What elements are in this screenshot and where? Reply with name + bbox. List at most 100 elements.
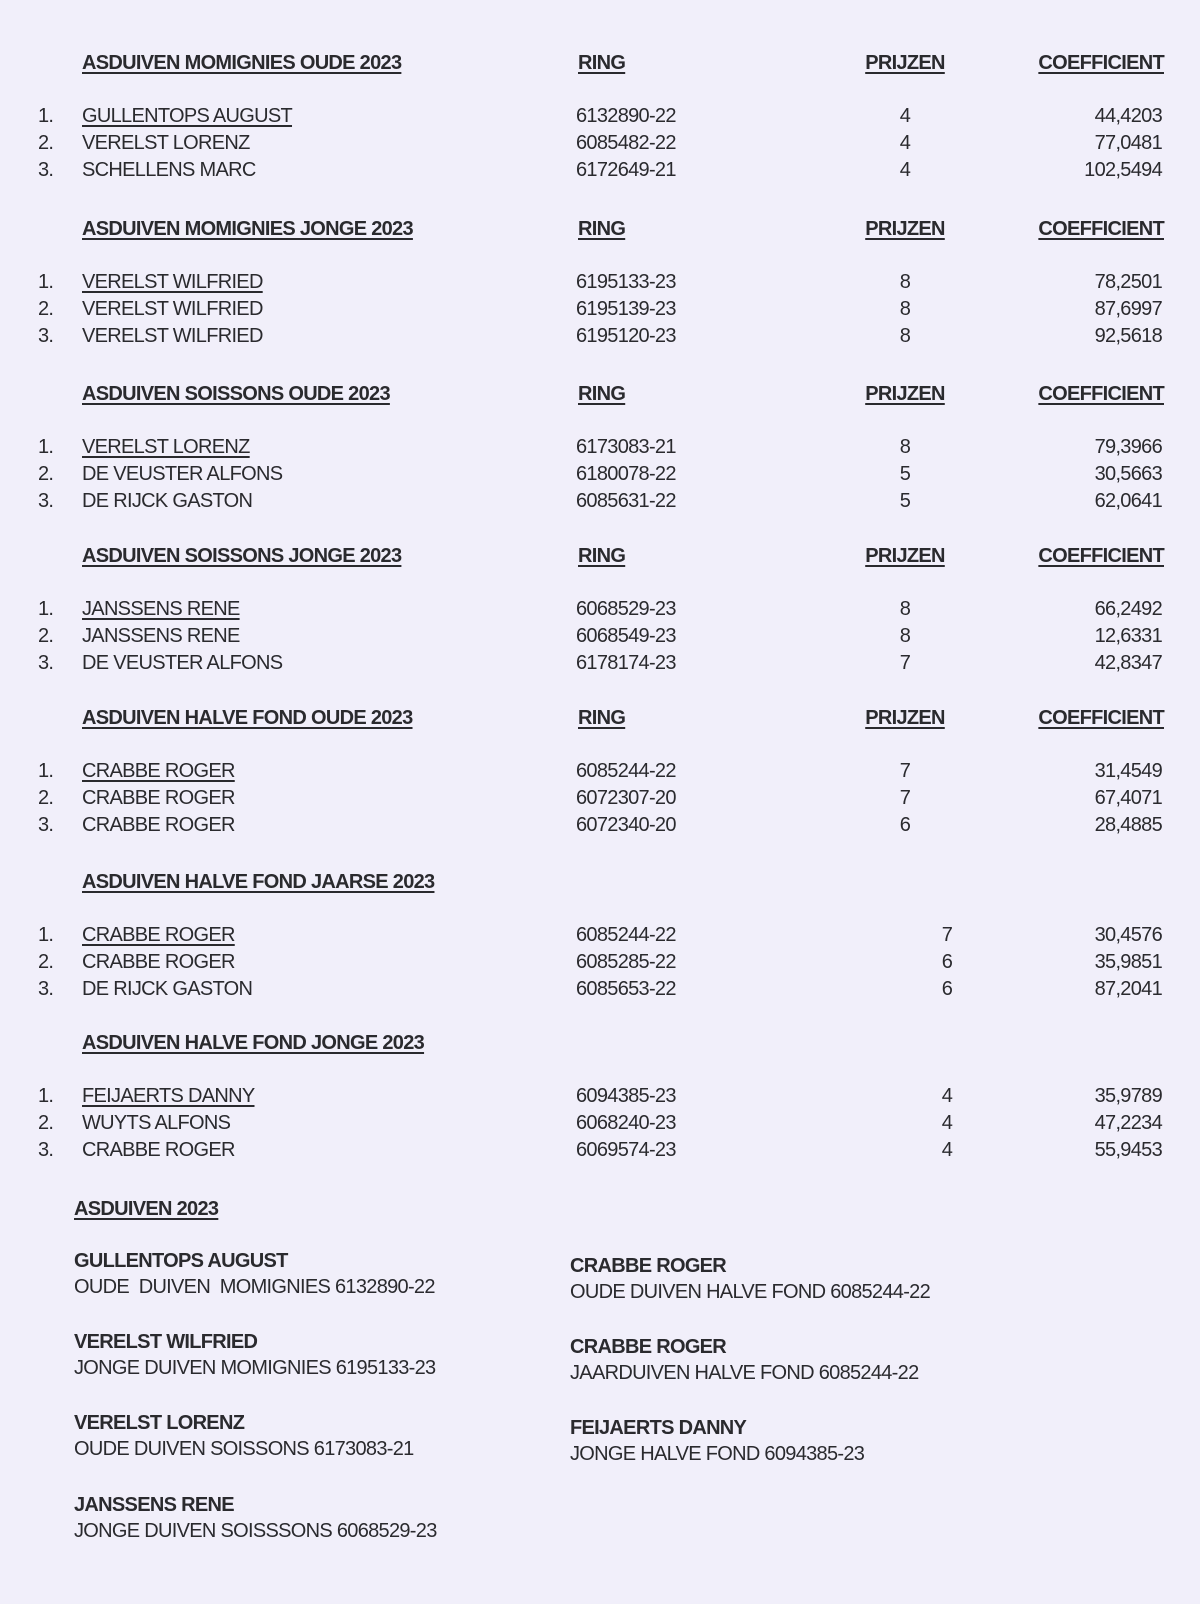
column-header-ring: RING	[578, 707, 626, 729]
table-row: 3. DE RIJCK GASTON 6085653-22 6 87,2041	[0, 978, 1200, 1005]
coefficient-value: 35,9851	[1094, 951, 1163, 973]
results-section: ASDUIVEN HALVE FOND OUDE 2023 RING PRIJZEN…	[0, 707, 1200, 867]
rank: 1.	[38, 436, 54, 458]
ring-number: 6068549-23	[576, 625, 676, 647]
fancier-name: VERELST WILFRIED	[82, 325, 263, 347]
ring-number: 6069574-23	[576, 1139, 676, 1161]
ring-number: 6085285-22	[576, 951, 676, 973]
award-detail: JAARDUIVEN HALVE FOND 6085244-22	[570, 1362, 919, 1384]
prizes-count: 6	[899, 814, 911, 836]
coefficient-value: 44,4203	[1094, 105, 1163, 127]
rank: 1.	[38, 924, 54, 946]
ring-number: 6195139-23	[576, 298, 676, 320]
rank: 2.	[38, 298, 54, 320]
ring-number: 6085482-22	[576, 132, 676, 154]
summary-title: ASDUIVEN 2023	[74, 1198, 219, 1220]
coefficient-value: 42,8347	[1094, 652, 1163, 674]
fancier-name: JANSSENS RENE	[82, 625, 240, 647]
coefficient-value: 87,6997	[1094, 298, 1163, 320]
rank: 3.	[38, 1139, 54, 1161]
ring-number: 6094385-23	[576, 1085, 676, 1107]
ring-number: 6085653-22	[576, 978, 676, 1000]
column-header-prijzen: PRIJZEN	[865, 52, 945, 74]
prizes-count: 5	[899, 463, 911, 485]
table-row: 1. VERELST WILFRIED 6195133-23 8 78,2501	[0, 271, 1200, 298]
section-title: ASDUIVEN SOISSONS JONGE 2023	[82, 545, 402, 567]
rank: 3.	[38, 652, 54, 674]
coefficient-value: 31,4549	[1094, 760, 1163, 782]
results-section: ASDUIVEN HALVE FOND JAARSE 2023 1. CRABBE …	[0, 871, 1200, 1031]
ring-number: 6072307-20	[576, 787, 676, 809]
fancier-name: CRABBE ROGER	[82, 1139, 235, 1161]
award-winner: VERELST WILFRIED	[74, 1331, 258, 1353]
table-row: 2. CRABBE ROGER 6085285-22 6 35,9851	[0, 951, 1200, 978]
prizes-count: 8	[899, 598, 911, 620]
fancier-name: SCHELLENS MARC	[82, 159, 256, 181]
fancier-name: CRABBE ROGER	[82, 814, 235, 836]
table-row: 1. JANSSENS RENE 6068529-23 8 66,2492	[0, 598, 1200, 625]
coefficient-value: 66,2492	[1094, 598, 1163, 620]
column-header-coefficient: COEFFICIENT	[1038, 218, 1164, 240]
coefficient-value: 62,0641	[1094, 490, 1163, 512]
ring-number: 6068240-23	[576, 1112, 676, 1134]
award-winner: VERELST LORENZ	[74, 1412, 245, 1434]
coefficient-value: 55,9453	[1094, 1139, 1163, 1161]
fancier-name: CRABBE ROGER	[82, 787, 235, 809]
award-entry: VERELST LORENZ OUDE DUIVEN SOISSONS 61730…	[74, 1412, 554, 1461]
prizes-count: 8	[899, 271, 911, 293]
ring-number: 6072340-20	[576, 814, 676, 836]
prizes-count: 7	[899, 787, 911, 809]
table-row: 3. DE RIJCK GASTON 6085631-22 5 62,0641	[0, 490, 1200, 517]
table-row: 2. WUYTS ALFONS 6068240-23 4 47,2234	[0, 1112, 1200, 1139]
award-winner: CRABBE ROGER	[570, 1255, 727, 1277]
column-header-coefficient: COEFFICIENT	[1038, 707, 1164, 729]
award-detail: JONGE DUIVEN MOMIGNIES 6195133-23	[74, 1357, 436, 1379]
table-row: 3. DE VEUSTER ALFONS 6178174-23 7 42,8347	[0, 652, 1200, 679]
rank: 3.	[38, 978, 54, 1000]
results-section: ASDUIVEN HALVE FOND JONGE 2023 1. FEIJAERT…	[0, 1032, 1200, 1192]
column-header-ring: RING	[578, 383, 626, 405]
rank: 1.	[38, 105, 54, 127]
coefficient-value: 79,3966	[1094, 436, 1163, 458]
award-entry: VERELST WILFRIED JONGE DUIVEN MOMIGNIES 6…	[74, 1331, 554, 1380]
column-header-prijzen: PRIJZEN	[865, 545, 945, 567]
fancier-name: VERELST LORENZ	[82, 132, 250, 154]
table-row: 2. JANSSENS RENE 6068549-23 8 12,6331	[0, 625, 1200, 652]
section-title: ASDUIVEN HALVE FOND JONGE 2023	[82, 1032, 425, 1054]
ring-number: 6172649-21	[576, 159, 676, 181]
coefficient-value: 102,5494	[1084, 159, 1163, 181]
fancier-name: DE VEUSTER ALFONS	[82, 463, 283, 485]
fancier-name: CRABBE ROGER	[82, 951, 235, 973]
ring-number: 6195133-23	[576, 271, 676, 293]
rank: 1.	[38, 760, 54, 782]
prizes-count: 6	[941, 978, 953, 1000]
coefficient-value: 87,2041	[1094, 978, 1163, 1000]
column-header-prijzen: PRIJZEN	[865, 383, 945, 405]
fancier-name: CRABBE ROGER	[82, 924, 235, 946]
column-header-ring: RING	[578, 545, 626, 567]
results-section: ASDUIVEN SOISSONS JONGE 2023 RING PRIJZEN C…	[0, 545, 1200, 705]
prizes-count: 8	[899, 625, 911, 647]
award-entry: FEIJAERTS DANNY JONGE HALVE FOND 6094385-…	[570, 1417, 1050, 1466]
column-header-ring: RING	[578, 52, 626, 74]
prizes-count: 4	[941, 1139, 953, 1161]
table-row: 2. VERELST LORENZ 6085482-22 4 77,0481	[0, 132, 1200, 159]
results-section: ASDUIVEN SOISSONS OUDE 2023 RING PRIJZEN CO…	[0, 383, 1200, 543]
table-row: 1. GULLENTOPS AUGUST 6132890-22 4 44,4203	[0, 105, 1200, 132]
column-header-coefficient: COEFFICIENT	[1038, 52, 1164, 74]
section-title: ASDUIVEN SOISSONS OUDE 2023	[82, 383, 391, 405]
section-title: ASDUIVEN HALVE FOND OUDE 2023	[82, 707, 413, 729]
coefficient-value: 67,4071	[1094, 787, 1163, 809]
rank: 1.	[38, 1085, 54, 1107]
table-row: 1. CRABBE ROGER 6085244-22 7 30,4576	[0, 924, 1200, 951]
prizes-count: 5	[899, 490, 911, 512]
prizes-count: 8	[899, 436, 911, 458]
prizes-count: 4	[941, 1085, 953, 1107]
award-entry: CRABBE ROGER JAARDUIVEN HALVE FOND 608524…	[570, 1336, 1050, 1385]
table-row: 2. CRABBE ROGER 6072307-20 7 67,4071	[0, 787, 1200, 814]
prizes-count: 8	[899, 298, 911, 320]
award-entry: JANSSENS RENE JONGE DUIVEN SOISSSONS 6068…	[74, 1494, 554, 1543]
rank: 2.	[38, 1112, 54, 1134]
table-row: 1. FEIJAERTS DANNY 6094385-23 4 35,9789	[0, 1085, 1200, 1112]
fancier-name: CRABBE ROGER	[82, 760, 235, 782]
